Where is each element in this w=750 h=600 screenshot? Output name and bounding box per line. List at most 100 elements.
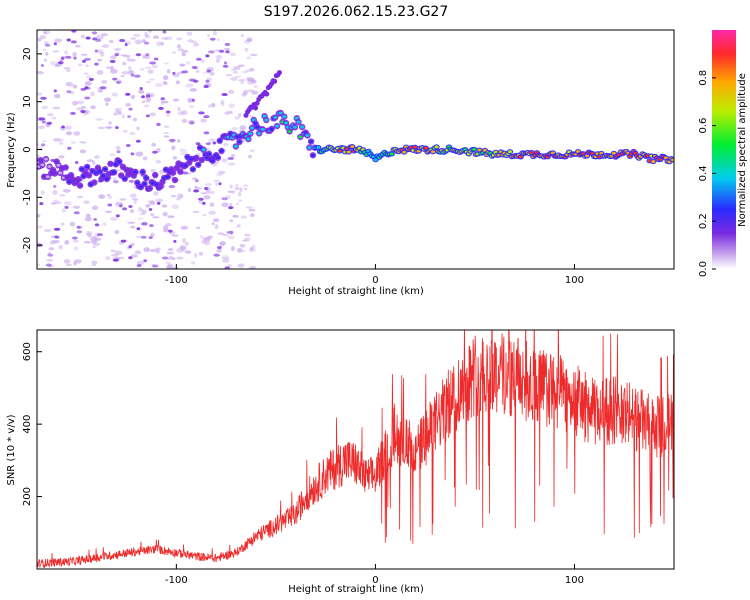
noise-speckle [39, 202, 44, 206]
noise-speckle [215, 173, 223, 177]
noise-speckle [185, 83, 194, 88]
noise-speckle [216, 248, 222, 253]
noise-speckle [114, 53, 119, 57]
noise-speckle [94, 62, 99, 66]
x-tick-label: 0 [372, 275, 378, 286]
noise-speckle [167, 248, 174, 251]
noise-speckle [96, 49, 104, 54]
noise-speckle [163, 125, 170, 129]
noise-speckle [245, 206, 253, 209]
noise-speckle [140, 222, 148, 226]
noise-speckle [93, 235, 100, 238]
spectrogram-y-ticks: -20 -10 0 10 20 [22, 48, 42, 253]
ridge-core [373, 158, 378, 162]
noise-speckle [74, 160, 79, 164]
noise-speckle [177, 48, 184, 51]
noise-speckle [172, 156, 178, 160]
noise-speckle [203, 115, 210, 119]
noise-speckle [97, 233, 103, 237]
ridge-core [101, 174, 106, 178]
noise-speckle [166, 266, 174, 269]
ridge-core [233, 145, 238, 148]
noise-speckle [92, 245, 97, 249]
noise-speckle [243, 40, 251, 44]
noise-speckle [228, 89, 235, 94]
noise-speckle [225, 110, 230, 116]
noise-speckle [224, 266, 230, 269]
noise-speckle [253, 85, 258, 88]
noise-speckle [200, 192, 208, 195]
y-tick-label: 0 [22, 146, 33, 152]
noise-speckle [156, 122, 161, 126]
noise-speckle [45, 52, 49, 56]
noise-speckle [86, 159, 94, 163]
noise-speckle [214, 160, 220, 164]
noise-speckle [223, 61, 228, 65]
noise-speckle [246, 77, 251, 82]
ridge-core [112, 170, 117, 174]
noise-speckle [160, 100, 169, 104]
spectrogram-x-ticks: -100 0 100 [165, 264, 584, 286]
noise-speckle [189, 88, 198, 92]
ridge-core [215, 156, 220, 160]
ridge-core [413, 145, 418, 149]
noise-speckle [91, 205, 99, 210]
noise-speckle [104, 97, 112, 102]
noise-speckle [165, 261, 171, 265]
noise-speckle [71, 30, 77, 33]
noise-speckle [231, 127, 239, 131]
snr-y-axis-label: SNR (10 * v/v) [6, 414, 17, 485]
noise-speckle [206, 33, 210, 37]
noise-speckle [185, 61, 191, 65]
noise-speckle [176, 197, 181, 201]
colorbar-tick-label: 0.2 [698, 213, 709, 229]
noise-speckle [228, 206, 234, 210]
y-tick-label: 10 [22, 95, 33, 108]
noise-speckle [66, 38, 71, 42]
noise-speckle [115, 214, 120, 218]
snr-y-ticks: 200 400 600 [22, 342, 42, 506]
noise-speckle [60, 222, 65, 226]
noise-speckle [171, 145, 176, 151]
noise-speckle [203, 195, 211, 200]
noise-speckle [96, 35, 104, 40]
colorbar: 0.0 0.2 0.4 0.6 0.8 Normalized spectral ampl… [698, 30, 748, 277]
noise-speckle [240, 34, 244, 38]
noise-speckle [97, 58, 103, 62]
noise-speckle [156, 147, 161, 153]
noise-speckle [128, 256, 133, 260]
noise-speckle [73, 246, 79, 251]
noise-speckle [90, 91, 95, 97]
noise-speckle [221, 93, 228, 97]
noise-speckle [168, 229, 173, 233]
noise-speckle [73, 259, 82, 264]
ridge-core [434, 145, 439, 149]
noise-speckle [246, 39, 253, 42]
noise-speckle [139, 87, 143, 91]
noise-speckle [48, 247, 55, 251]
noise-speckle [72, 205, 81, 209]
noise-speckle [180, 225, 189, 230]
noise-speckle [121, 71, 130, 75]
noise-speckle [201, 237, 209, 240]
ridge-core [298, 135, 303, 139]
noise-speckle [180, 110, 188, 116]
colorbar-tick-label: 0.6 [698, 118, 709, 134]
noise-speckle [149, 213, 155, 216]
noise-speckle [63, 259, 71, 264]
noise-speckle [230, 76, 238, 82]
noise-speckle [161, 36, 169, 41]
secondary-ridge-blob [276, 70, 282, 76]
noise-speckle [181, 70, 189, 74]
noise-speckle [170, 195, 177, 198]
noise-speckle [104, 210, 113, 213]
noise-speckle [38, 146, 44, 152]
noise-speckle [212, 179, 221, 182]
noise-speckle [190, 40, 198, 44]
ridge-core [296, 120, 301, 124]
noise-speckle [196, 57, 202, 61]
noise-speckle [111, 92, 118, 97]
noise-speckle [145, 94, 151, 98]
noise-speckle [240, 80, 244, 85]
noise-speckle [40, 143, 46, 147]
